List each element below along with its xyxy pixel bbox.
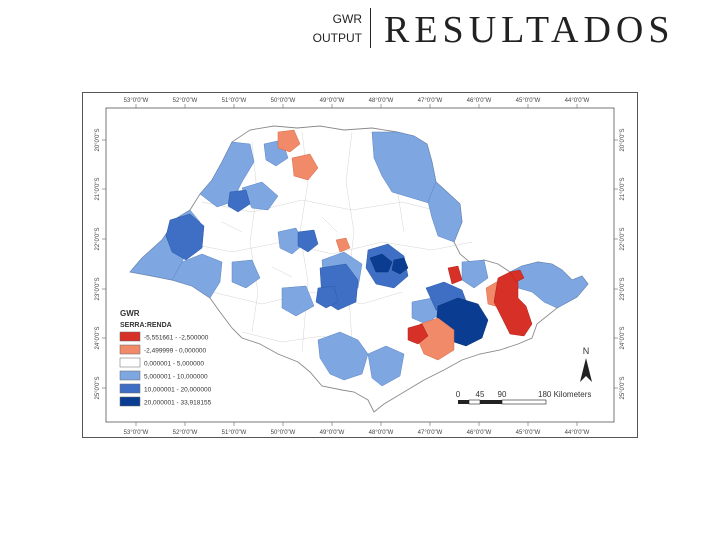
- legend-swatch: [119, 331, 141, 342]
- legend-swatch: [119, 370, 141, 381]
- top-tick-label: 49°0'0"W: [320, 98, 345, 104]
- right-tick-labels: 20°0'0"S 21°0'0"S 22°0'0"S 23°0'0"S 24°0…: [620, 128, 626, 399]
- top-tick-label: 52°0'0"W: [173, 98, 198, 104]
- left-tick-label: 24°0'0"S: [95, 326, 101, 349]
- top-tick-label: 44°0'0"W: [565, 98, 590, 104]
- legend-swatch: [119, 383, 141, 394]
- header-subtitle: GWR OUTPUT: [313, 10, 362, 48]
- legend-label: -5,551661 - -2,500000: [144, 335, 209, 342]
- header-line-output: OUTPUT: [312, 31, 362, 45]
- left-tick-label: 25°0'0"S: [95, 376, 101, 399]
- legend-subtitle: SERRA:RENDA: [120, 322, 172, 329]
- bottom-tick-label: 47°0'0"W: [418, 430, 443, 436]
- top-tick-label: 48°0'0"W: [369, 98, 394, 104]
- left-tick-label: 23°0'0"S: [95, 277, 101, 300]
- scale-segment: [501, 399, 547, 405]
- scale-label: 0: [456, 390, 461, 399]
- municipality-borders: [181, 131, 473, 373]
- right-tick-label: 25°0'0"S: [620, 376, 626, 399]
- right-tick-label: 24°0'0"S: [620, 326, 626, 349]
- scale-label: 90: [498, 390, 507, 399]
- legend-swatch: [119, 357, 141, 368]
- right-tick-label: 20°0'0"S: [620, 128, 626, 151]
- left-tick-label: 21°0'0"S: [95, 177, 101, 200]
- right-tick-label: 22°0'0"S: [620, 227, 626, 250]
- legend-title: GWR: [120, 309, 140, 318]
- bottom-tick-label: 53°0'0"W: [124, 430, 149, 436]
- scale-segment: [458, 400, 469, 404]
- left-tick-labels: 20°0'0"S 21°0'0"S 22°0'0"S 23°0'0"S 24°0…: [95, 128, 101, 399]
- top-tick-label: 50°0'0"W: [271, 98, 296, 104]
- map-figure: 53°0'0"W 52°0'0"W 51°0'0"W 50°0'0"W 49°0…: [82, 92, 638, 438]
- north-arrow-icon: [580, 358, 592, 382]
- top-tick-label: 47°0'0"W: [418, 98, 443, 104]
- legend-items: -5,551661 - -2,500000 -2,499999 - 0,0000…: [119, 331, 212, 407]
- graticule-ticks: [102, 104, 618, 426]
- top-tick-label: 53°0'0"W: [124, 98, 149, 104]
- bottom-tick-label: 44°0'0"W: [565, 430, 590, 436]
- scale-segment: [480, 400, 502, 404]
- scale-label: 45: [476, 390, 485, 399]
- legend-swatch: [119, 396, 141, 407]
- scale-bar: 0 45 90 180 Kilometers: [456, 390, 591, 405]
- header-divider: [370, 8, 371, 48]
- bottom-tick-label: 51°0'0"W: [222, 430, 247, 436]
- left-tick-label: 22°0'0"S: [95, 227, 101, 250]
- class-neg5-55-neg2-5-regions: [407, 265, 533, 345]
- header-line-gwr: GWR: [332, 12, 362, 26]
- bottom-tick-label: 46°0'0"W: [467, 430, 492, 436]
- legend-label: 5,000001 - 10,000000: [144, 374, 208, 381]
- left-tick-label: 20°0'0"S: [95, 128, 101, 151]
- bottom-tick-label: 45°0'0"W: [516, 430, 541, 436]
- bottom-tick-label: 52°0'0"W: [173, 430, 198, 436]
- legend-label: 20,000001 - 33,918155: [144, 400, 212, 407]
- right-tick-label: 21°0'0"S: [620, 177, 626, 200]
- top-tick-label: 46°0'0"W: [467, 98, 492, 104]
- top-tick-label: 45°0'0"W: [516, 98, 541, 104]
- page-title: RESULTADOS: [384, 9, 675, 51]
- top-tick-label: 51°0'0"W: [222, 98, 247, 104]
- bottom-tick-label: 49°0'0"W: [320, 430, 345, 436]
- scale-label: 180 Kilometers: [538, 390, 591, 399]
- legend-swatch: [119, 344, 141, 355]
- north-label: N: [583, 346, 590, 356]
- map-legend: GWR SERRA:RENDA -5,551661 - -2,500000 -2…: [119, 309, 212, 407]
- top-tick-labels: 53°0'0"W 52°0'0"W 51°0'0"W 50°0'0"W 49°0…: [124, 98, 590, 104]
- north-arrow: N: [580, 346, 592, 382]
- legend-label: 10,000001 - 20,000000: [144, 387, 212, 394]
- map-svg: 53°0'0"W 52°0'0"W 51°0'0"W 50°0'0"W 49°0…: [82, 92, 638, 438]
- legend-label: -2,499999 - 0,000000: [144, 348, 207, 355]
- right-tick-label: 23°0'0"S: [620, 277, 626, 300]
- scale-segment: [468, 399, 481, 405]
- bottom-tick-label: 50°0'0"W: [271, 430, 296, 436]
- legend-label: 0,000001 - 5,000000: [144, 361, 204, 368]
- bottom-tick-label: 48°0'0"W: [369, 430, 394, 436]
- bottom-tick-labels: 53°0'0"W 52°0'0"W 51°0'0"W 50°0'0"W 49°0…: [124, 430, 590, 436]
